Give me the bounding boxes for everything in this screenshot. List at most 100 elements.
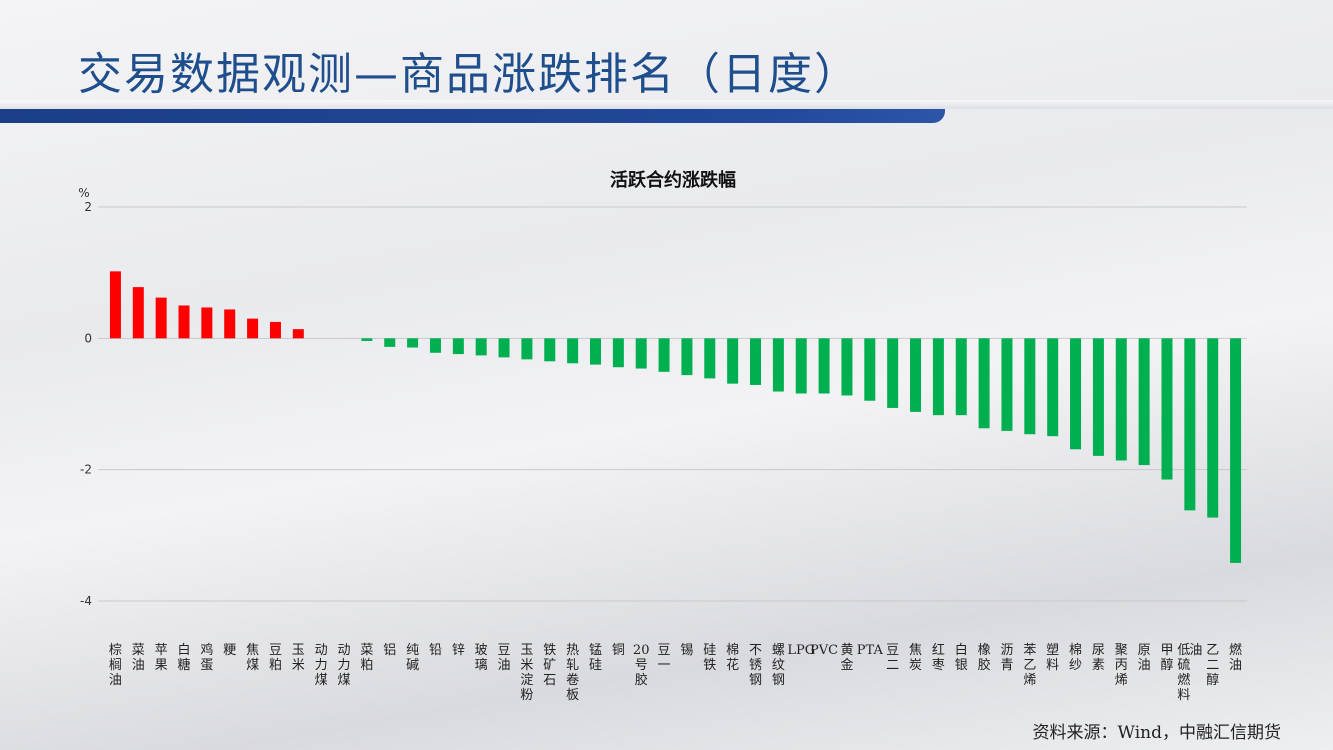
x-label: 玉米淀粉 <box>520 643 533 703</box>
bar-PTA <box>864 338 876 401</box>
x-label: 苹果 <box>155 643 168 673</box>
bar-原油 <box>1138 338 1150 466</box>
bar-不锈钢 <box>750 338 762 385</box>
x-label: PTA <box>857 643 884 658</box>
x-label: 沥青 <box>1000 643 1013 673</box>
x-label: 燃油 <box>1229 642 1242 673</box>
y-tick-label: 0 <box>84 331 92 345</box>
bar-棉花 <box>727 338 739 384</box>
x-label: 聚丙烯 <box>1115 643 1128 688</box>
x-label: 锡 <box>680 643 693 658</box>
bar-纯碱 <box>407 338 419 348</box>
x-label: 甲醇 <box>1160 643 1173 673</box>
x-label: 橡胶 <box>978 643 991 673</box>
x-label: 红枣 <box>932 642 945 673</box>
bar-玻璃 <box>475 338 487 356</box>
x-label: 铅 <box>429 643 442 658</box>
x-label: 焦炭 <box>909 643 922 673</box>
x-label: 豆二 <box>886 643 899 673</box>
bar-20号胶 <box>635 338 647 369</box>
bar-玉米 <box>292 329 304 339</box>
x-label: 粳 <box>223 643 236 658</box>
bar-热轧卷板 <box>567 338 579 364</box>
bar-螺纹钢 <box>772 338 784 392</box>
x-label: 铜 <box>612 643 625 658</box>
x-label: LPG <box>787 643 815 658</box>
bar-棕榈油 <box>109 271 121 339</box>
x-label: 菜粕 <box>360 643 373 673</box>
bar-塑料 <box>1047 338 1059 437</box>
bar-豆二 <box>887 338 899 408</box>
bar-铅 <box>429 338 441 353</box>
x-label: 硅铁 <box>703 643 716 673</box>
bar-铝 <box>384 338 396 347</box>
page-title: 交易数据观测—商品涨跌排名（日度） <box>78 49 860 100</box>
x-label: 锌 <box>452 643 465 658</box>
x-label: 鸡蛋 <box>200 642 213 673</box>
x-label: 豆一 <box>658 643 671 673</box>
x-label: 低硫燃料油 <box>1177 643 1202 703</box>
x-label: 纯碱 <box>406 643 419 673</box>
bar-乙二醇 <box>1207 338 1219 518</box>
title-bar-shade <box>0 100 1333 109</box>
x-axis-labels: 棕榈油菜油苹果白糖鸡蛋粳 焦煤豆粕玉米动力煤动力煤菜粕铝 纯碱铅锌玻璃豆油玉米淀粉铁… <box>109 642 1242 703</box>
bar-PVC <box>818 338 830 394</box>
x-label: 铁矿石 <box>543 643 556 688</box>
x-label: 不锈钢 <box>749 643 762 688</box>
bar-棉纱 <box>1070 338 1082 450</box>
bar-红枣 <box>932 338 944 416</box>
bar-锡 <box>681 338 693 376</box>
bar-硅铁 <box>704 338 716 379</box>
y-tick-label: -4 <box>80 594 92 608</box>
x-label: 焦煤 <box>246 643 259 673</box>
bar-白糖 <box>178 305 190 339</box>
bar-焦煤 <box>247 318 259 339</box>
bar-玉米淀粉 <box>521 338 533 360</box>
bar-豆一 <box>658 338 670 372</box>
x-label: 20 号胶 <box>633 643 650 688</box>
x-label: 原油 <box>1138 643 1151 673</box>
x-label: 菜油 <box>132 643 145 673</box>
bar-锰硅 <box>589 338 601 365</box>
y-axis-unit: % <box>78 186 89 200</box>
title-accent-bar <box>0 109 945 123</box>
bar-菜粕 <box>361 338 373 341</box>
bar-尿素 <box>1092 338 1104 456</box>
chart-title: 活跃合约涨跌幅 <box>610 169 736 191</box>
bar-燃油 <box>1230 338 1242 563</box>
x-label: 动力煤 <box>315 643 328 688</box>
x-label: 动力煤 <box>338 643 351 688</box>
x-label: 锰硅 <box>589 643 602 673</box>
bar-白银 <box>955 338 967 416</box>
bar-鸡蛋 <box>201 307 213 339</box>
x-label: 苯乙烯 <box>1023 643 1036 688</box>
y-axis-ticks: 2 0 -2 -4 <box>80 200 92 608</box>
bar-LPG <box>795 338 807 394</box>
bar-苯乙烯 <box>1024 338 1036 435</box>
bar-锌 <box>452 338 464 355</box>
bar-豆油 <box>498 338 510 358</box>
x-label: 热轧卷板 <box>566 643 579 703</box>
x-label: 豆油 <box>498 643 511 673</box>
bar-甲醇 <box>1161 338 1173 480</box>
x-label: 豆粕 <box>269 643 282 673</box>
bar-聚丙烯 <box>1115 338 1127 461</box>
bar-橡胶 <box>978 338 990 429</box>
bar-焦炭 <box>910 338 922 412</box>
x-label: 棉纱 <box>1069 643 1082 673</box>
bar-铜 <box>612 338 624 368</box>
x-label: 螺纹钢 <box>772 643 785 688</box>
bar-黄金 <box>841 338 853 396</box>
x-label: 棕榈油 <box>109 643 122 688</box>
y-tick-label: -2 <box>80 463 92 477</box>
x-label: 玉米 <box>292 643 305 673</box>
x-label: PVC <box>810 643 838 658</box>
x-label: 玻璃 <box>475 643 488 673</box>
y-tick-label: 2 <box>84 200 92 214</box>
x-label: 尿素 <box>1092 643 1105 673</box>
x-label: 白银 <box>955 642 968 673</box>
bar-豆粕 <box>269 321 281 339</box>
x-label: 塑料 <box>1046 643 1059 673</box>
bar-沥青 <box>1001 338 1013 431</box>
